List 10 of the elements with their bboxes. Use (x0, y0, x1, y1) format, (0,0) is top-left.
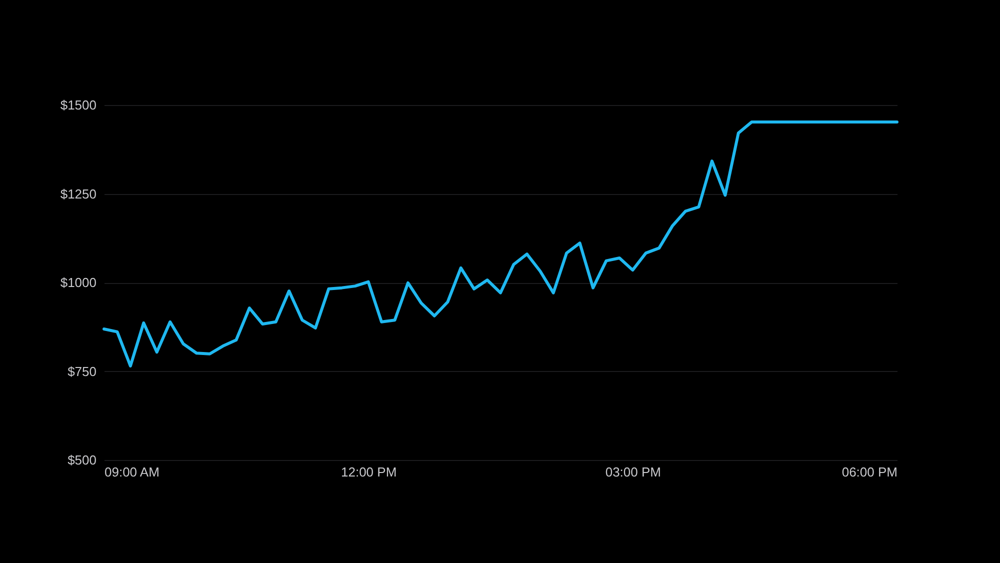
y-tick-label: $1000 (60, 275, 96, 290)
x-tick-label: 12:00 PM (341, 464, 397, 480)
y-tick-label: $1500 (60, 98, 96, 112)
line-series (102, 120, 898, 368)
y-tick-label: $500 (68, 452, 96, 468)
y-tick-label: $750 (68, 364, 96, 379)
x-tick-label: 09:00 AM (104, 464, 160, 480)
x-tick-label: 03:00 PM (605, 464, 661, 480)
x-tick-label: 06:00 PM (842, 464, 898, 480)
y-tick-label: $1250 (60, 186, 96, 202)
